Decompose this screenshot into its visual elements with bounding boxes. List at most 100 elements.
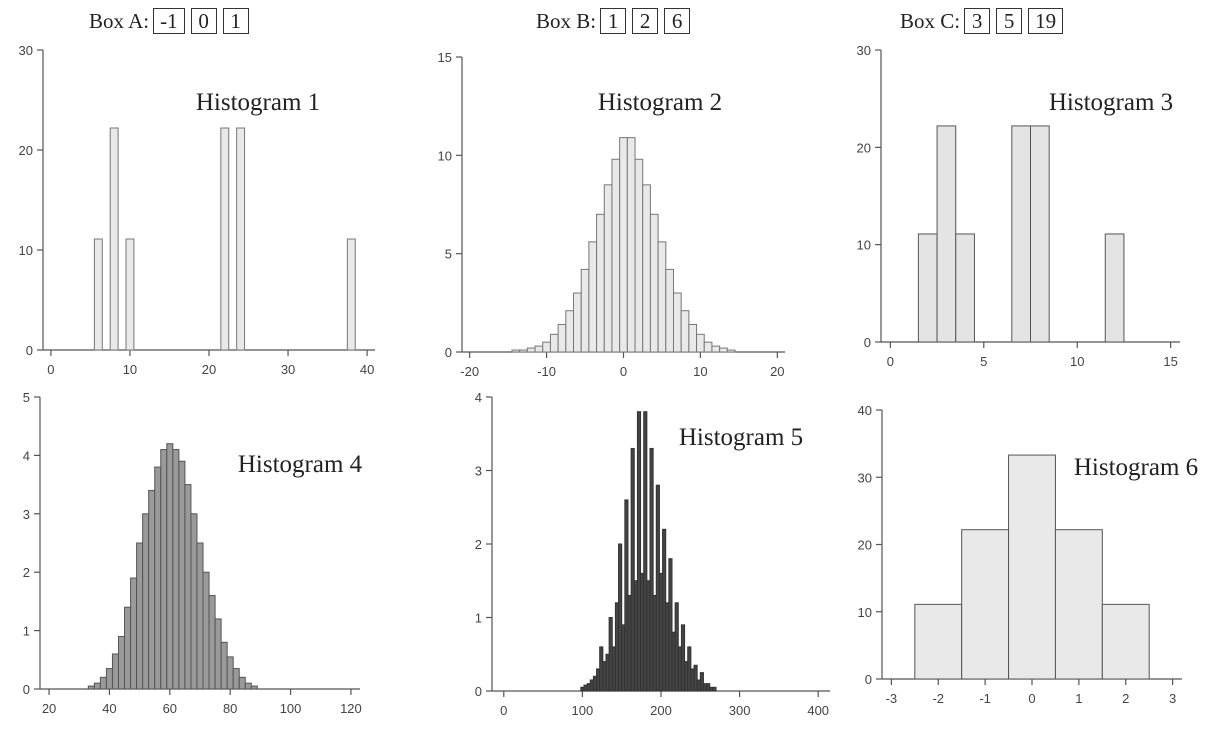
hist2-bar — [603, 184, 613, 353]
hist4-bar — [202, 571, 210, 690]
hist5-y-tick-label: 4 — [475, 390, 482, 405]
hist1-bar — [109, 127, 119, 351]
hist6-x-tick-label: 1 — [1075, 691, 1082, 706]
hist5-bar — [630, 447, 635, 692]
box-c-title: Box C: — [900, 8, 961, 33]
hist6-x-tick-label: 3 — [1169, 691, 1176, 706]
box-a-title: Box A: — [89, 8, 150, 33]
hist2-bar — [642, 184, 651, 353]
hist5-title: Histogram 5 — [679, 424, 803, 451]
hist4-x-tick-label: 40 — [102, 701, 116, 716]
hist4-x-tick-label: 100 — [280, 701, 302, 716]
hist1-y-tick-label: 30 — [19, 43, 33, 58]
hist2-bar — [549, 333, 559, 353]
hist4-bar — [232, 668, 240, 690]
hist1-y-tick-label: 20 — [19, 143, 33, 158]
hist4-bar — [160, 449, 168, 690]
hist4-bar — [172, 449, 180, 690]
hist6-y-tick-label: 20 — [858, 538, 872, 553]
hist1-x-tick-label: 30 — [281, 362, 295, 377]
hist6-x-tick-label: 0 — [1028, 691, 1035, 706]
hist2-bar — [680, 310, 690, 353]
hist4-bar — [124, 606, 132, 690]
hist4-bar — [130, 577, 138, 690]
hist4-bar — [178, 460, 186, 690]
hist4-x-tick-label: 120 — [340, 701, 362, 716]
hist2-y-tick-label: 0 — [445, 345, 452, 360]
hist4-y-tick-label: 2 — [23, 565, 30, 580]
hist6-x-tick-label: -1 — [979, 691, 991, 706]
hist4-bar — [154, 466, 162, 690]
box-c-value: 5 — [996, 8, 1023, 34]
hist1-x-tick-label: 20 — [202, 362, 216, 377]
hist5-bar — [668, 558, 673, 692]
hist1-bar — [220, 127, 230, 351]
hist2-bar — [611, 158, 621, 353]
hist4-bar — [111, 653, 119, 690]
hist4-y-tick-label: 1 — [23, 624, 30, 639]
hist4-bar — [250, 685, 258, 690]
hist1-x-tick-label: 0 — [47, 362, 54, 377]
hist1-y-tick-label: 0 — [26, 343, 33, 358]
hist3-y-tick-label: 10 — [857, 238, 871, 253]
hist2-bar — [726, 349, 736, 353]
hist5-y-tick-label: 2 — [475, 537, 482, 552]
hist4-bar — [184, 484, 192, 690]
hist2-bar — [696, 333, 705, 353]
hist2-bar — [672, 292, 682, 353]
hist2-bar — [534, 345, 544, 353]
hist3-x-tick-label: 5 — [980, 354, 987, 369]
hist4-bar — [87, 685, 95, 690]
hist6-y-tick-label: 30 — [858, 470, 872, 485]
hist2-title: Histogram 2 — [598, 89, 722, 116]
hist6-x-tick-label: -2 — [932, 691, 944, 706]
hist3-title: Histogram 3 — [1049, 89, 1173, 116]
box-b-value: 2 — [632, 8, 659, 34]
hist4-bar — [99, 676, 107, 690]
hist3-y-tick-label: 0 — [864, 335, 871, 350]
hist2-bar — [688, 323, 698, 353]
hist4-bar — [214, 618, 222, 690]
hist5-bar — [649, 447, 654, 692]
box-b-label: Box B: 1 2 6 — [536, 8, 696, 34]
hist4-bar — [196, 542, 204, 690]
hist2-bar — [526, 347, 536, 353]
hist4-y-tick-label: 5 — [23, 390, 30, 405]
hist3-x-tick-label: 0 — [887, 354, 894, 369]
hist4-y-tick-label: 3 — [23, 507, 30, 522]
hist1-bar — [346, 238, 356, 351]
box-c-value: 3 — [964, 8, 991, 34]
hist5-x-tick-label: 200 — [650, 703, 672, 718]
hist4-bar — [220, 641, 228, 690]
hist5-bar — [699, 672, 704, 692]
hist5-bar — [636, 411, 642, 692]
box-b-title: Box B: — [536, 8, 597, 33]
hist5-y-tick-label: 3 — [475, 464, 482, 479]
hist4-bar — [105, 668, 113, 690]
hist5-bar — [680, 624, 686, 692]
box-a-label: Box A: -1 0 1 — [89, 8, 255, 34]
hist1-title: Histogram 1 — [196, 89, 320, 116]
hist2-bar — [557, 323, 567, 353]
hist6-bar — [1008, 454, 1056, 680]
hist2-bar — [626, 137, 636, 353]
hist2-bar — [649, 213, 659, 353]
hist1-x-tick-label: 10 — [123, 362, 137, 377]
hist4-bar — [148, 489, 156, 690]
hist6-y-tick-label: 0 — [865, 672, 872, 687]
hist4-y-tick-label: 0 — [23, 682, 30, 697]
hist2-bar — [573, 292, 582, 353]
hist2-x-tick-label: -10 — [537, 364, 556, 379]
hist6-y-tick-label: 40 — [858, 403, 872, 418]
hist2-bar — [542, 341, 551, 353]
hist1-bar — [125, 238, 135, 351]
hist3-bar — [1030, 125, 1050, 343]
hist3-bar — [917, 233, 938, 343]
hist5-bar — [643, 411, 648, 692]
hist5-y-tick-label: 0 — [475, 684, 482, 699]
hist2-x-tick-label: -20 — [460, 364, 479, 379]
hist1-y-tick-label: 10 — [19, 243, 33, 258]
hist4-x-tick-label: 20 — [42, 701, 56, 716]
hist4-title: Histogram 4 — [238, 451, 363, 478]
hist3-bar — [936, 125, 957, 343]
